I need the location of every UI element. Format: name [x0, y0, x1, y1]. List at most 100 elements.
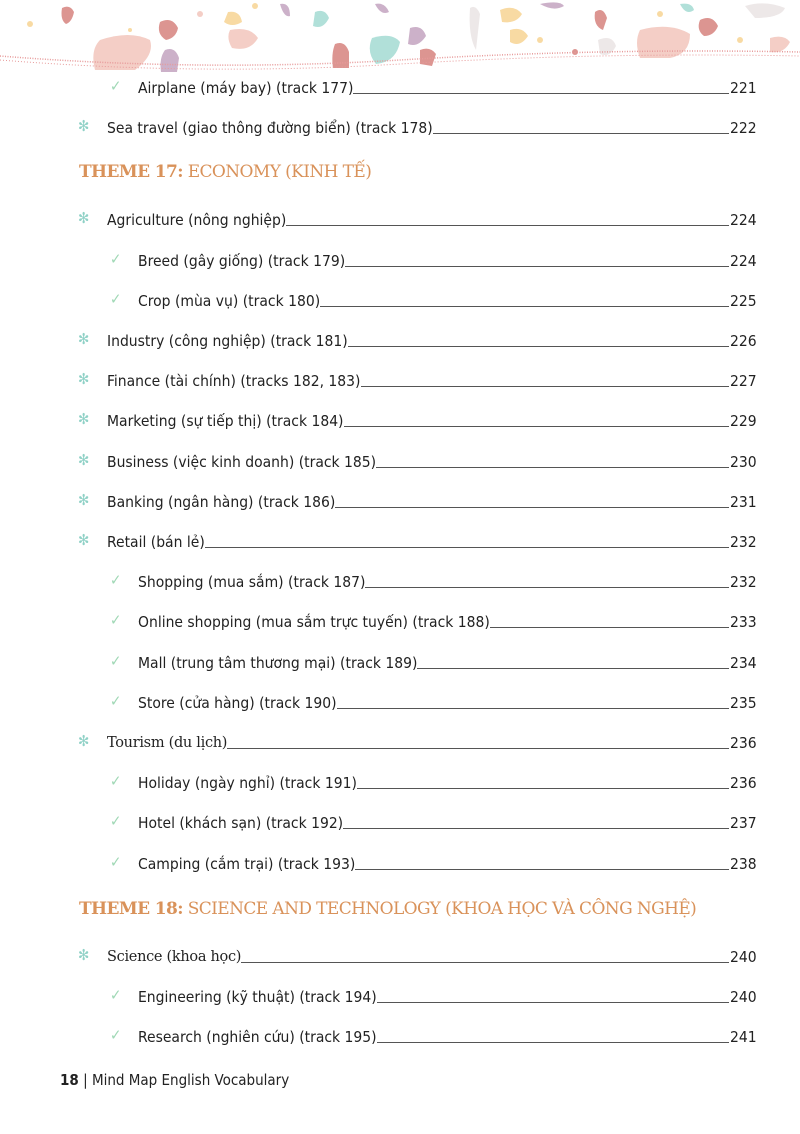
- entry-page-number: 236: [730, 774, 757, 792]
- leader-line: [353, 92, 729, 94]
- entry-page-number: 224: [730, 211, 757, 229]
- entry-label: Science (khoa học): [107, 949, 242, 965]
- entry-page-number: 226: [730, 332, 757, 350]
- entry-page-number: 231: [730, 493, 757, 511]
- entry-page-number: 224: [730, 252, 757, 270]
- entry-label: Tourism (du lịch): [107, 735, 228, 751]
- theme-18-heading: THEME 18: SCIENCE AND TECHNOLOGY (KHOA H…: [79, 899, 697, 919]
- checkmark-icon: ✓: [110, 692, 122, 710]
- entry-page-number: 234: [730, 654, 757, 672]
- asterisk-icon: ✻: [78, 370, 90, 388]
- entry-label: Retail (bán lẻ): [107, 533, 205, 551]
- entry-label: Agriculture (nông nghiệp): [107, 211, 287, 229]
- entry-page-number: 232: [730, 573, 757, 591]
- leader-line: [286, 224, 729, 226]
- leader-line: [356, 787, 729, 789]
- checkmark-icon: ✓: [110, 290, 122, 308]
- leader-line: [376, 1041, 729, 1043]
- toc-entry[interactable]: ✓ Hotel (khách sạn) (track 192) 237: [0, 809, 800, 833]
- toc-entry[interactable]: ✻ Banking (ngân hàng) (track 186) 231: [0, 488, 800, 512]
- entry-page-number: 233: [730, 613, 757, 631]
- entry-page-number: 229: [730, 412, 757, 430]
- toc-entry[interactable]: ✓ Crop (mùa vụ) (track 180) 225: [0, 287, 800, 311]
- toc-entry[interactable]: ✻ Industry (công nghiệp) (track 181) 226: [0, 327, 800, 351]
- theme-prefix: THEME 18:: [79, 899, 184, 919]
- entry-label: Engineering (kỹ thuật) (track 194): [138, 988, 377, 1006]
- asterisk-icon: ✻: [78, 410, 90, 428]
- entry-label: Sea travel (giao thông đường biển) (trac…: [107, 119, 433, 137]
- toc-entry[interactable]: ✓ Online shopping (mua sắm trực tuyến) (t…: [0, 608, 800, 632]
- leader-line: [336, 707, 729, 709]
- entry-label: Store (cửa hàng) (track 190): [138, 694, 337, 712]
- entry-label: Mall (trung tâm thương mại) (track 189): [138, 654, 418, 672]
- toc-entry[interactable]: ✓ Store (cửa hàng) (track 190) 235: [0, 689, 800, 713]
- entry-label: Shopping (mua sắm) (track 187): [138, 573, 366, 591]
- toc-entry[interactable]: ✓ Camping (cắm trại) (track 193) 238: [0, 850, 800, 874]
- toc-entry[interactable]: ✓ Mall (trung tâm thương mại) (track 189)…: [0, 649, 800, 673]
- entry-page-number: 225: [730, 292, 757, 310]
- leader-line: [345, 265, 729, 267]
- checkmark-icon: ✓: [110, 812, 122, 830]
- entry-label: Research (nghiên cứu) (track 195): [138, 1028, 377, 1046]
- entry-label: Airplane (máy bay) (track 177): [138, 79, 354, 97]
- entry-label: Business (việc kinh doanh) (track 185): [107, 453, 377, 471]
- checkmark-icon: ✓: [110, 1026, 122, 1044]
- toc-entry[interactable]: ✓ Engineering (kỹ thuật) (track 194) 240: [0, 983, 800, 1007]
- leader-line: [320, 305, 729, 307]
- decorative-terrazzo-banner: [0, 2, 800, 72]
- toc-entry[interactable]: ✻ Retail (bán lẻ) 232: [0, 528, 800, 552]
- toc-entry[interactable]: ✻ Agriculture (nông nghiệp) 224: [0, 206, 800, 230]
- entry-page-number: 236: [730, 734, 757, 752]
- entry-page-number: 232: [730, 533, 757, 551]
- leader-line: [360, 385, 729, 387]
- checkmark-icon: ✓: [110, 772, 122, 790]
- theme-title: SCIENCE AND TECHNOLOGY (KHOA HỌC VÀ CÔNG…: [187, 899, 697, 919]
- entry-page-number: 222: [730, 119, 757, 137]
- theme-prefix: THEME 17:: [79, 162, 184, 182]
- leader-line: [227, 747, 729, 749]
- checkmark-icon: ✓: [110, 652, 122, 670]
- entry-page-number: 240: [730, 948, 757, 966]
- entry-page-number: 241: [730, 1028, 757, 1046]
- entry-label: Banking (ngân hàng) (track 186): [107, 493, 336, 511]
- toc-entry[interactable]: ✓ Research (nghiên cứu) (track 195) 241: [0, 1023, 800, 1047]
- leader-line: [241, 961, 729, 963]
- checkmark-icon: ✓: [110, 986, 122, 1004]
- theme-title: ECONOMY (KINH TẾ): [187, 162, 372, 182]
- entry-page-number: 221: [730, 79, 757, 97]
- leader-line: [343, 827, 729, 829]
- toc-entry[interactable]: ✻ Science (khoa học) 240: [0, 943, 800, 967]
- entry-page-number: 237: [730, 814, 757, 832]
- entry-page-number: 235: [730, 694, 757, 712]
- leader-line: [489, 626, 729, 628]
- leader-line: [376, 1001, 729, 1003]
- leader-line: [417, 667, 729, 669]
- toc-entry[interactable]: ✓ Holiday (ngày nghỉ) (track 191) 236: [0, 769, 800, 793]
- toc-entry[interactable]: ✻ Marketing (sự tiếp thị) (track 184) 229: [0, 407, 800, 431]
- entry-label: Online shopping (mua sắm trực tuyến) (tr…: [138, 613, 490, 631]
- leader-line: [335, 506, 729, 508]
- checkmark-icon: ✓: [110, 571, 122, 589]
- toc-entry[interactable]: ✓ Shopping (mua sắm) (track 187) 232: [0, 568, 800, 592]
- toc-entry[interactable]: ✓ Breed (gây giống) (track 179) 224: [0, 247, 800, 271]
- entry-page-number: 238: [730, 855, 757, 873]
- toc-entry[interactable]: ✻ Sea travel (giao thông đường biển) (tra…: [0, 114, 800, 138]
- theme-17-heading: THEME 17: ECONOMY (KINH TẾ): [79, 162, 372, 182]
- entry-page-number: 230: [730, 453, 757, 471]
- leader-line: [355, 868, 729, 870]
- leader-line: [204, 546, 729, 548]
- toc-entry[interactable]: ✻ Business (việc kinh doanh) (track 185) 2…: [0, 448, 800, 472]
- footer-separator: |: [83, 1071, 88, 1089]
- checkmark-icon: ✓: [110, 853, 122, 871]
- asterisk-icon: ✻: [78, 451, 90, 469]
- asterisk-icon: ✻: [78, 330, 90, 348]
- toc-entry[interactable]: ✻ Finance (tài chính) (tracks 182, 183) 22…: [0, 367, 800, 391]
- asterisk-icon: ✻: [78, 209, 90, 227]
- toc-entry[interactable]: ✓ Airplane (máy bay) (track 177) 221: [0, 74, 800, 98]
- asterisk-icon: ✻: [78, 117, 90, 135]
- entry-label: Crop (mùa vụ) (track 180): [138, 292, 321, 310]
- checkmark-icon: ✓: [110, 250, 122, 268]
- asterisk-icon: ✻: [78, 491, 90, 509]
- entry-label: Industry (công nghiệp) (track 181): [107, 332, 348, 350]
- toc-entry[interactable]: ✻ Tourism (du lịch) 236: [0, 729, 800, 753]
